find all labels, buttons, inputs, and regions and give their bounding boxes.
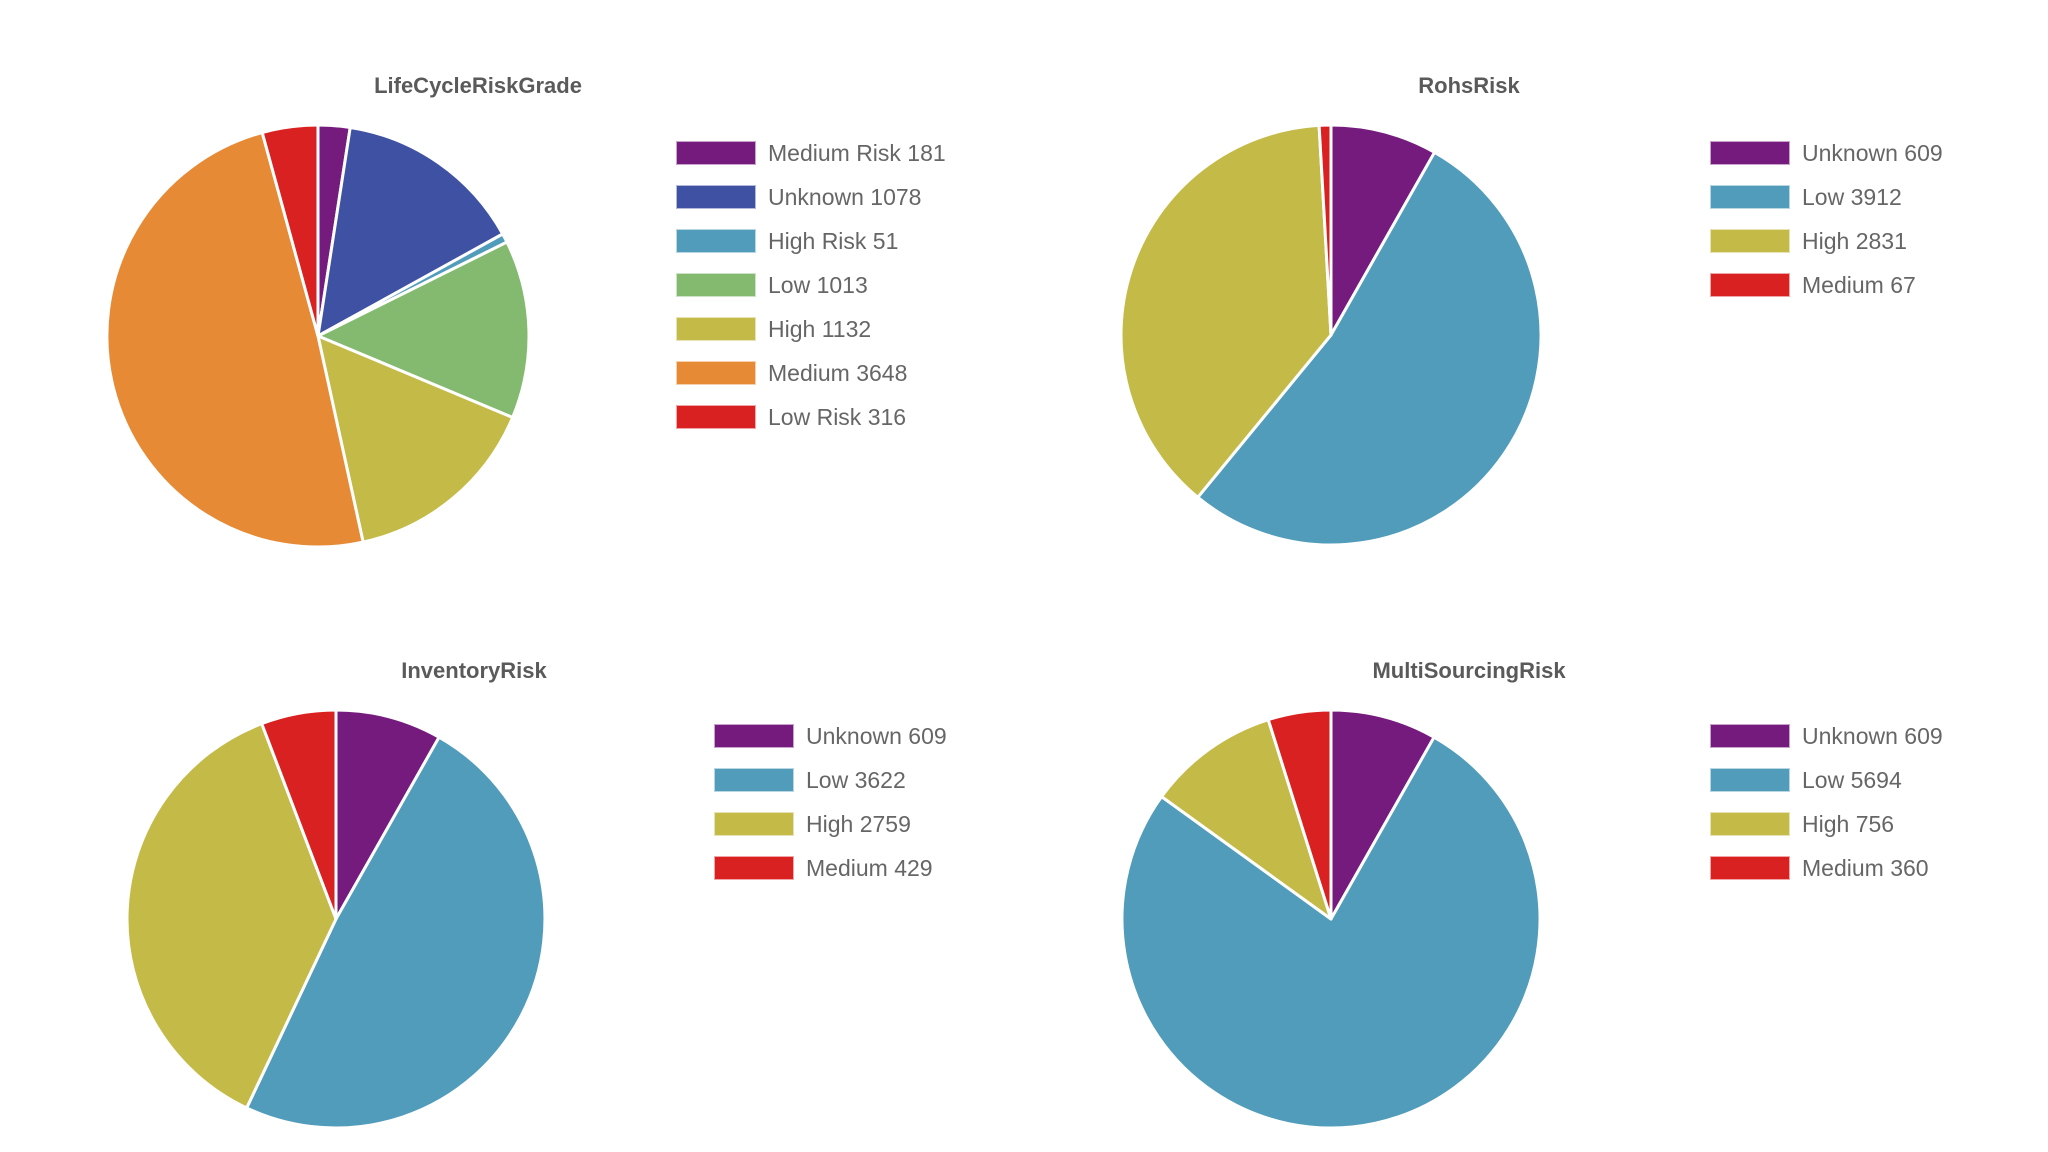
legend-item[interactable]: High 756 xyxy=(1710,812,1943,836)
chart-panel-multisourcing-risk: MultiSourcingRisk Unknown 609 Low 5694 H… xyxy=(1024,576,2048,1152)
chart-title: LifeCycleRiskGrade xyxy=(374,73,582,98)
legend-swatch xyxy=(676,141,756,165)
pie-chart[interactable] xyxy=(1024,0,2048,576)
legend-label: Unknown 609 xyxy=(1802,723,1943,749)
legend-item[interactable]: High 2831 xyxy=(1710,229,1943,253)
pie-slice-high[interactable] xyxy=(316,334,515,544)
pie-slice-medium[interactable] xyxy=(260,708,338,921)
legend-swatch xyxy=(1710,229,1790,253)
chart-panel-inventory-risk: InventoryRisk Unknown 609 Low 3622 High … xyxy=(0,576,1024,1152)
legend-item[interactable]: Unknown 609 xyxy=(1710,141,1943,165)
legend-label: High Risk 51 xyxy=(768,228,899,254)
legend-swatch xyxy=(1710,768,1790,792)
legend-item[interactable]: Unknown 609 xyxy=(1710,724,1943,748)
legend-label: High 756 xyxy=(1802,811,1895,837)
legend-swatch xyxy=(676,273,756,297)
legend-item[interactable]: Low Risk 316 xyxy=(676,405,946,429)
legend-item[interactable]: High 2759 xyxy=(714,812,947,836)
legend-swatch xyxy=(676,229,756,253)
legend-item[interactable]: Unknown 1078 xyxy=(676,185,946,209)
legend-label: Medium 3648 xyxy=(768,360,908,386)
pie-slice-unknown[interactable] xyxy=(316,125,505,338)
legend-label: High 1132 xyxy=(768,316,872,342)
pie-slice-unknown[interactable] xyxy=(1329,708,1436,921)
legend-label: High 2759 xyxy=(806,811,911,837)
legend-swatch xyxy=(714,768,794,792)
legend-swatch xyxy=(714,856,794,880)
legend-swatch xyxy=(1710,724,1790,748)
pie-chart[interactable] xyxy=(0,576,1024,1152)
chart-panel-lifecycle-risk-grade: LifeCycleRiskGrade Medium Risk 181 Unkno… xyxy=(0,0,1024,576)
legend-label: Unknown 1078 xyxy=(768,184,922,210)
pie-chart[interactable] xyxy=(1024,576,2048,1152)
legend-label: Low Risk 316 xyxy=(768,404,907,430)
legend-item[interactable]: Low 5694 xyxy=(1710,768,1943,792)
legend-label: Low 1013 xyxy=(768,272,868,298)
legend-label: Medium 67 xyxy=(1802,272,1916,298)
pie-chart[interactable] xyxy=(0,0,1024,576)
legend-label: Low 3622 xyxy=(806,767,906,793)
pie-slice-unknown[interactable] xyxy=(1329,123,1437,337)
legend-item[interactable]: Low 3622 xyxy=(714,768,947,792)
legend-swatch xyxy=(714,812,794,836)
legend-label: High 2831 xyxy=(1802,228,1907,254)
legend-item[interactable]: Medium Risk 181 xyxy=(676,141,946,165)
legend-item[interactable]: Unknown 609 xyxy=(714,724,947,748)
legend: Unknown 609 Low 3912 High 2831 Medium 67 xyxy=(1710,141,1943,317)
legend: Medium Risk 181 Unknown 1078 High Risk 5… xyxy=(676,141,946,449)
chart-title: RohsRisk xyxy=(1418,73,1520,98)
legend-item[interactable]: Low 3912 xyxy=(1710,185,1943,209)
pie-slice-medium[interactable] xyxy=(1266,708,1333,921)
legend-item[interactable]: High Risk 51 xyxy=(676,229,946,253)
pie-slice-medium[interactable] xyxy=(1317,123,1333,337)
legend-swatch xyxy=(676,405,756,429)
legend-swatch xyxy=(1710,273,1790,297)
legend-item[interactable]: Medium 3648 xyxy=(676,361,946,385)
pie-slice-low-risk[interactable] xyxy=(260,123,320,338)
legend-label: Medium 360 xyxy=(1802,855,1929,881)
pie-slice-high[interactable] xyxy=(125,722,338,1110)
legend-label: Unknown 609 xyxy=(1802,140,1943,166)
legend-item[interactable]: Low 1013 xyxy=(676,273,946,297)
pie-slice-low[interactable] xyxy=(1120,735,1542,1130)
legend-label: Low 5694 xyxy=(1802,767,1902,793)
legend-item[interactable]: Medium 429 xyxy=(714,856,947,880)
pie-slice-high[interactable] xyxy=(1119,123,1333,499)
legend: Unknown 609 Low 5694 High 756 Medium 360 xyxy=(1710,724,1943,900)
legend-label: Unknown 609 xyxy=(806,723,947,749)
legend-item[interactable]: Medium 67 xyxy=(1710,273,1943,297)
legend-label: Medium 429 xyxy=(806,855,933,881)
pie-slice-low[interactable] xyxy=(1196,150,1543,547)
legend: Unknown 609 Low 3622 High 2759 Medium 42… xyxy=(714,724,947,900)
pie-slice-high[interactable] xyxy=(1160,718,1333,921)
legend-swatch xyxy=(714,724,794,748)
legend-swatch xyxy=(1710,812,1790,836)
legend-label: Low 3912 xyxy=(1802,184,1902,210)
pie-slice-low[interactable] xyxy=(245,735,547,1130)
pie-slice-medium[interactable] xyxy=(105,131,365,549)
legend-swatch xyxy=(676,361,756,385)
legend-label: Medium Risk 181 xyxy=(768,140,946,166)
legend-item[interactable]: High 1132 xyxy=(676,317,946,341)
legend-swatch xyxy=(1710,185,1790,209)
pie-slice-low[interactable] xyxy=(316,240,531,419)
legend-swatch xyxy=(676,185,756,209)
legend-swatch xyxy=(1710,856,1790,880)
legend-swatch xyxy=(676,317,756,341)
pie-slice-unknown[interactable] xyxy=(334,708,441,921)
chart-title: InventoryRisk xyxy=(401,658,547,683)
chart-panel-rohs-risk: RohsRisk Unknown 609 Low 3912 High 2831 … xyxy=(1024,0,2048,576)
legend-swatch xyxy=(1710,141,1790,165)
chart-title: MultiSourcingRisk xyxy=(1372,658,1566,683)
legend-item[interactable]: Medium 360 xyxy=(1710,856,1943,880)
